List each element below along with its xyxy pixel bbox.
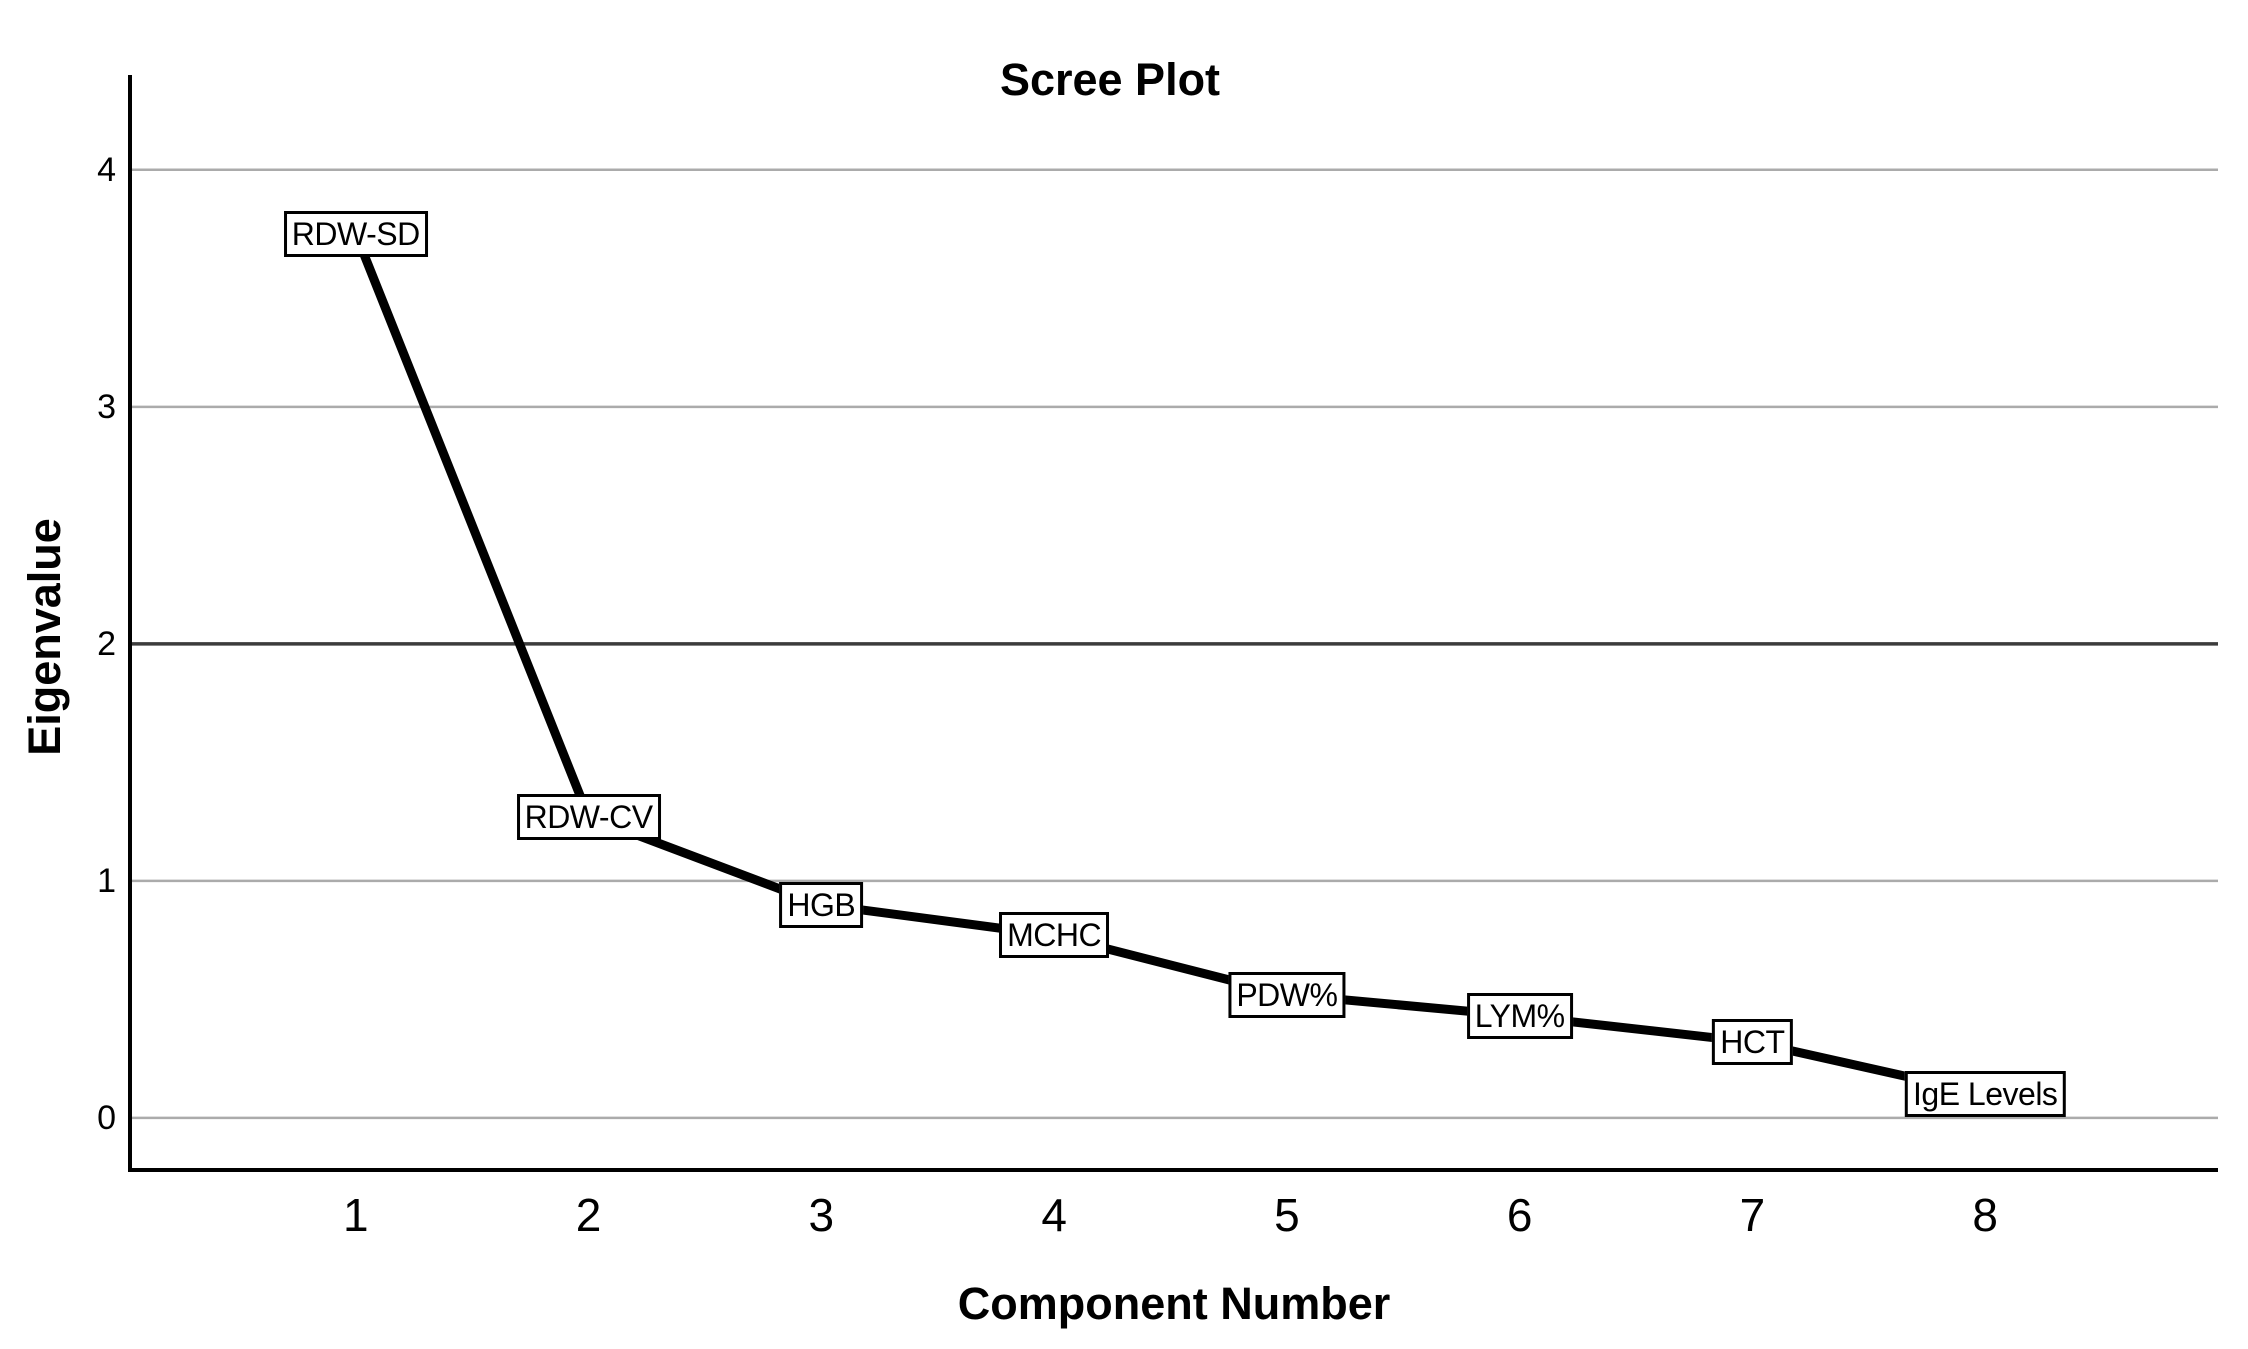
y-tick-label-4: 4 [97, 150, 116, 189]
point-label-ige-levels: IgE Levels [1905, 1071, 2066, 1118]
x-tick-label-5: 5 [1274, 1189, 1300, 1241]
point-label-hgb: HGB [779, 881, 864, 928]
y-tick-label-2: 2 [97, 624, 116, 663]
x-tick-label-7: 7 [1739, 1189, 1766, 1241]
y-axis-title: Eigenvalue [19, 518, 70, 756]
point-label-mchc: MCHC [999, 912, 1110, 959]
x-tick-label-3: 3 [808, 1189, 835, 1241]
x-axis-title: Component Number [957, 1278, 1391, 1329]
y-tick-label-0: 0 [97, 1098, 116, 1137]
x-tick-label-8: 8 [1972, 1189, 1999, 1241]
point-label-hct: HCT [1712, 1019, 1793, 1065]
scree-line [351, 232, 1987, 1099]
point-label-rdw-sd: RDW-SD [283, 210, 428, 257]
point-label-rdw-cv: RDW-CV [516, 793, 661, 840]
point-label-lym-: LYM% [1466, 992, 1573, 1039]
x-tick-label-6: 6 [1506, 1189, 1533, 1241]
point-label-pdw-: PDW% [1228, 971, 1346, 1018]
y-tick-label-1: 1 [97, 861, 116, 900]
x-tick-label-2: 2 [575, 1189, 602, 1241]
x-tick-label-1: 1 [342, 1189, 369, 1241]
chart-title: Scree Plot [999, 54, 1221, 105]
x-tick-label-4: 4 [1041, 1189, 1067, 1241]
y-tick-label-3: 3 [97, 387, 116, 426]
